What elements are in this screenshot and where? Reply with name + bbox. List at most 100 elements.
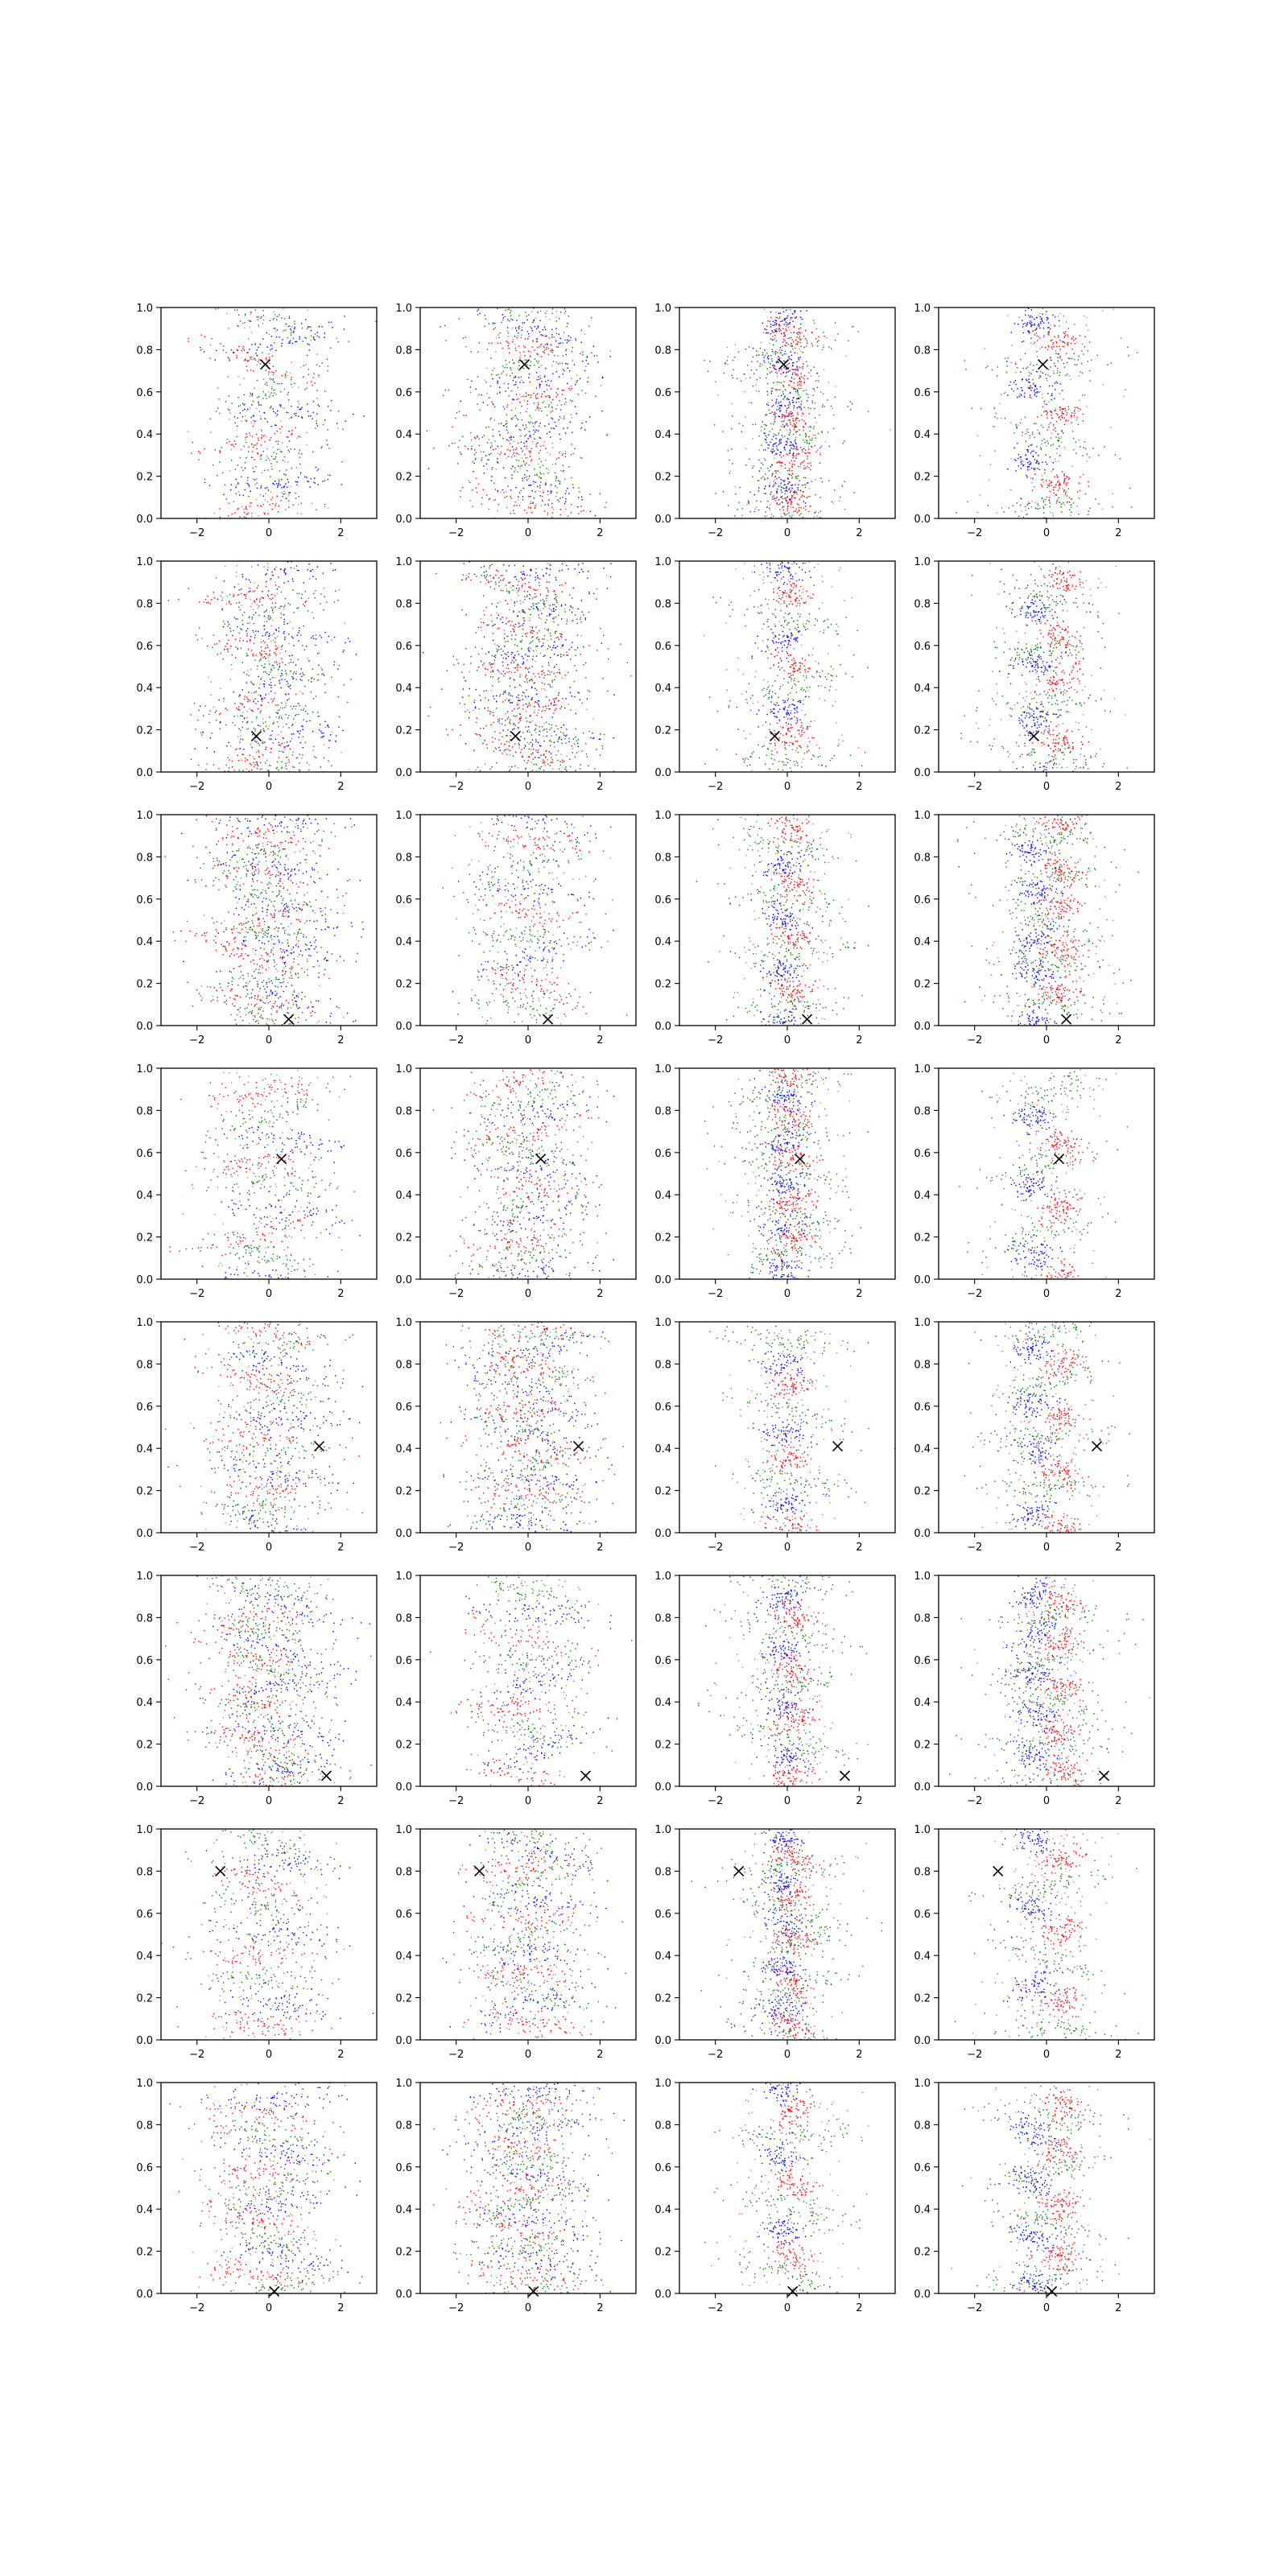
scatter-point: [457, 446, 460, 448]
scatter-point: [786, 423, 788, 425]
scatter-point: [792, 506, 794, 508]
scatter-point: [302, 725, 303, 728]
scatter-point: [784, 353, 786, 355]
scatter-point: [1049, 482, 1051, 485]
scatter-point: [316, 425, 319, 427]
scatter-point: [209, 357, 211, 359]
scatter-point: [788, 470, 791, 472]
scatter-point: [202, 731, 204, 733]
scatter-point: [219, 452, 221, 453]
scatter-point: [531, 346, 533, 348]
scatter-point: [264, 621, 266, 623]
scatter-point: [799, 341, 801, 344]
scatter-point: [1051, 481, 1052, 482]
scatter-point: [188, 588, 190, 589]
scatter-point: [1077, 407, 1080, 410]
scatter-point: [503, 425, 505, 427]
scatter-point: [1056, 345, 1058, 348]
scatter-point: [537, 430, 539, 431]
scatter-point: [219, 412, 221, 415]
scatter-point: [229, 412, 231, 414]
scatter-point: [1042, 313, 1043, 315]
scatter-point: [788, 413, 790, 415]
scatter-point: [527, 338, 529, 340]
scatter-point: [242, 494, 244, 497]
scatter-point: [471, 380, 473, 382]
scatter-point: [1052, 489, 1055, 491]
scatter-point: [291, 724, 293, 726]
scatter-point: [536, 485, 539, 488]
scatter-point: [307, 309, 308, 311]
scatter-point: [283, 389, 285, 390]
scatter-point: [229, 470, 231, 472]
scatter-point: [523, 445, 526, 448]
scatter-point: [804, 432, 807, 435]
scatter-point: [308, 660, 310, 662]
scatter-point: [1055, 502, 1057, 504]
scatter-point: [280, 406, 282, 407]
scatter-point: [764, 477, 766, 479]
scatter-point: [271, 664, 274, 667]
scatter-point: [1041, 317, 1042, 320]
scatter-point: [533, 481, 535, 482]
scatter-point: [512, 398, 514, 400]
scatter-point: [784, 497, 786, 499]
scatter-point: [330, 321, 332, 323]
scatter-point: [780, 464, 782, 467]
scatter-point: [772, 324, 774, 326]
scatter-point: [304, 741, 307, 744]
scatter-point: [559, 342, 561, 344]
scatter-point: [827, 399, 828, 401]
scatter-point: [294, 413, 295, 415]
scatter-point: [774, 415, 776, 417]
scatter-point: [1068, 478, 1070, 481]
scatter-point: [283, 613, 285, 616]
scatter-point: [504, 477, 506, 479]
scatter-point: [1063, 345, 1065, 348]
scatter-point: [219, 450, 221, 452]
scatter-point: [1059, 502, 1061, 504]
scatter-point: [813, 366, 815, 368]
scatter-point: [1048, 485, 1050, 487]
scatter-point: [251, 603, 253, 605]
scatter-point: [1051, 417, 1053, 419]
scatter-point: [286, 768, 287, 770]
scatter-point: [467, 448, 469, 450]
scatter-point: [536, 473, 538, 475]
scatter-point: [527, 350, 530, 352]
scatter-point: [551, 516, 553, 518]
scatter-point: [536, 341, 538, 342]
scatter-point: [528, 450, 530, 452]
scatter-point: [256, 487, 258, 489]
scatter-point: [1039, 337, 1041, 339]
scatter-point: [283, 485, 286, 487]
scatter-point: [242, 619, 243, 621]
scatter-point: [576, 380, 578, 382]
scatter-point: [272, 676, 274, 679]
scatter-point: [288, 399, 290, 401]
scatter-point: [555, 463, 557, 464]
scatter-point: [564, 478, 566, 480]
scatter-point: [780, 352, 782, 353]
scatter-point: [250, 369, 252, 371]
scatter-point: [518, 365, 520, 366]
scatter-point: [239, 320, 242, 322]
scatter-point: [251, 566, 253, 568]
scatter-point: [784, 415, 786, 416]
scatter-point: [790, 309, 791, 311]
scatter-point: [1030, 477, 1031, 479]
scatter-point: [566, 734, 568, 736]
scatter-point: [495, 337, 497, 339]
scatter-point: [250, 312, 252, 313]
scatter-point: [490, 452, 492, 455]
scatter-point: [758, 354, 760, 356]
scatter-point: [772, 485, 774, 487]
scatter-point: [782, 371, 784, 373]
scatter-point: [1042, 512, 1045, 514]
scatter-point: [1021, 386, 1022, 389]
y-tick-label: 0.6: [136, 387, 153, 399]
scatter-point: [731, 402, 733, 405]
scatter-point: [756, 354, 758, 356]
scatter-point: [254, 634, 257, 636]
scatter-point: [261, 704, 262, 706]
